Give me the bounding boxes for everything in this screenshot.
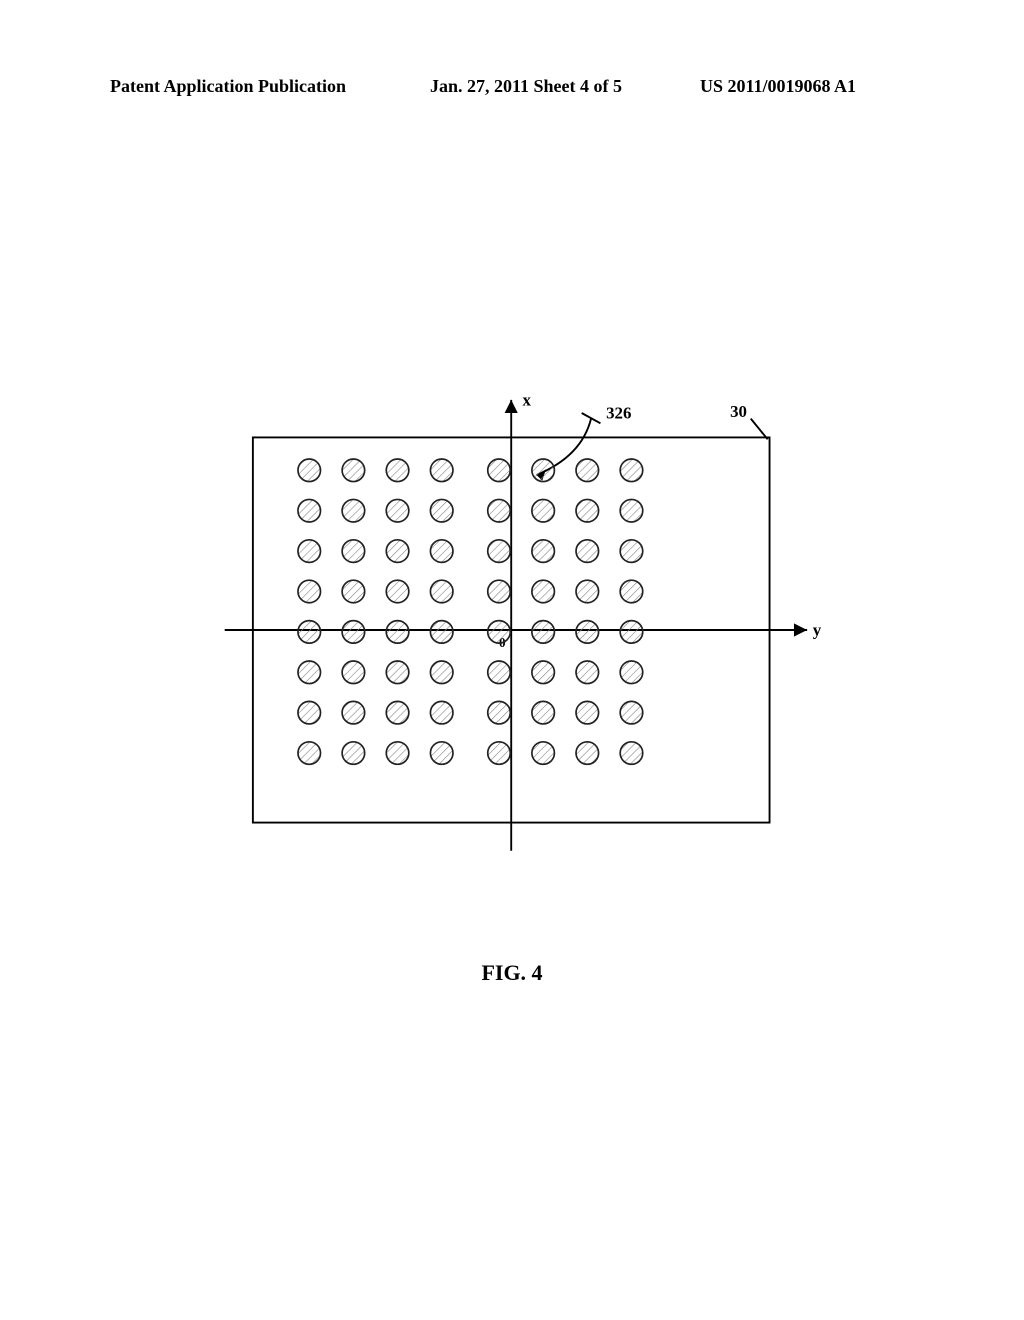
grid-circle — [386, 701, 409, 724]
label-30-leader — [751, 419, 768, 440]
grid-circle — [488, 499, 511, 522]
grid-circle — [342, 580, 365, 603]
grid-circle — [386, 621, 409, 644]
grid-circle — [430, 701, 453, 724]
grid-circle — [298, 580, 321, 603]
grid-circle — [386, 459, 409, 482]
grid-circle — [298, 499, 321, 522]
header-right: US 2011/0019068 A1 — [700, 76, 856, 97]
y-axis-arrow — [794, 623, 807, 636]
grid-circle — [342, 540, 365, 563]
y-axis-label: y — [813, 621, 822, 640]
grid-circle — [576, 621, 599, 644]
grid-circle — [342, 621, 365, 644]
grid-circle — [620, 459, 643, 482]
grid-circle — [620, 580, 643, 603]
figure-area: xy032630 — [220, 380, 820, 980]
grid-circle — [532, 661, 555, 684]
grid-circle — [488, 580, 511, 603]
grid-circle — [576, 742, 599, 765]
grid-circle — [532, 580, 555, 603]
grid-circle — [620, 661, 643, 684]
grid-circle — [342, 661, 365, 684]
grid-circle — [532, 742, 555, 765]
grid-circle — [342, 499, 365, 522]
grid-circle — [430, 580, 453, 603]
grid-circle — [342, 459, 365, 482]
grid-circle — [488, 661, 511, 684]
grid-circle — [386, 499, 409, 522]
grid-circle — [430, 621, 453, 644]
grid-circle — [576, 701, 599, 724]
grid-circle — [532, 621, 555, 644]
grid-circle — [298, 459, 321, 482]
grid-circle — [298, 661, 321, 684]
grid-circle — [298, 621, 321, 644]
x-axis-arrow — [505, 400, 518, 413]
figure-caption: FIG. 4 — [0, 960, 1024, 986]
header-left: Patent Application Publication — [110, 76, 346, 97]
grid-circle — [430, 540, 453, 563]
grid-circle — [488, 701, 511, 724]
grid-circle — [430, 661, 453, 684]
grid-circle — [488, 621, 511, 644]
grid-circle — [386, 742, 409, 765]
grid-circle — [386, 661, 409, 684]
grid-circle — [620, 499, 643, 522]
header-center: Jan. 27, 2011 Sheet 4 of 5 — [430, 76, 622, 97]
grid-circle — [430, 459, 453, 482]
grid-circle — [576, 540, 599, 563]
grid-circle — [430, 742, 453, 765]
grid-circle — [488, 540, 511, 563]
grid-circle — [298, 540, 321, 563]
grid-circle — [620, 742, 643, 765]
grid-circle — [298, 701, 321, 724]
grid-circle — [576, 661, 599, 684]
grid-circle — [620, 540, 643, 563]
grid-circle — [576, 499, 599, 522]
grid-circle — [342, 742, 365, 765]
x-axis-label: x — [522, 390, 531, 409]
grid-circle — [576, 580, 599, 603]
grid-circle — [532, 499, 555, 522]
figure-svg: xy032630 — [220, 380, 840, 880]
grid-circle — [386, 540, 409, 563]
grid-circle — [620, 621, 643, 644]
grid-circle — [532, 459, 555, 482]
grid-circle — [342, 701, 365, 724]
page-header: Patent Application Publication Jan. 27, … — [0, 76, 1024, 106]
grid-circle — [532, 540, 555, 563]
grid-circle — [298, 742, 321, 765]
grid-circle — [620, 701, 643, 724]
grid-circle — [386, 580, 409, 603]
label-30: 30 — [730, 402, 747, 421]
grid-circle — [576, 459, 599, 482]
grid-circle — [532, 701, 555, 724]
label-326: 326 — [606, 404, 631, 423]
grid-circle — [488, 742, 511, 765]
grid-circle — [488, 459, 511, 482]
grid-circle — [430, 499, 453, 522]
page: Patent Application Publication Jan. 27, … — [0, 0, 1024, 1320]
